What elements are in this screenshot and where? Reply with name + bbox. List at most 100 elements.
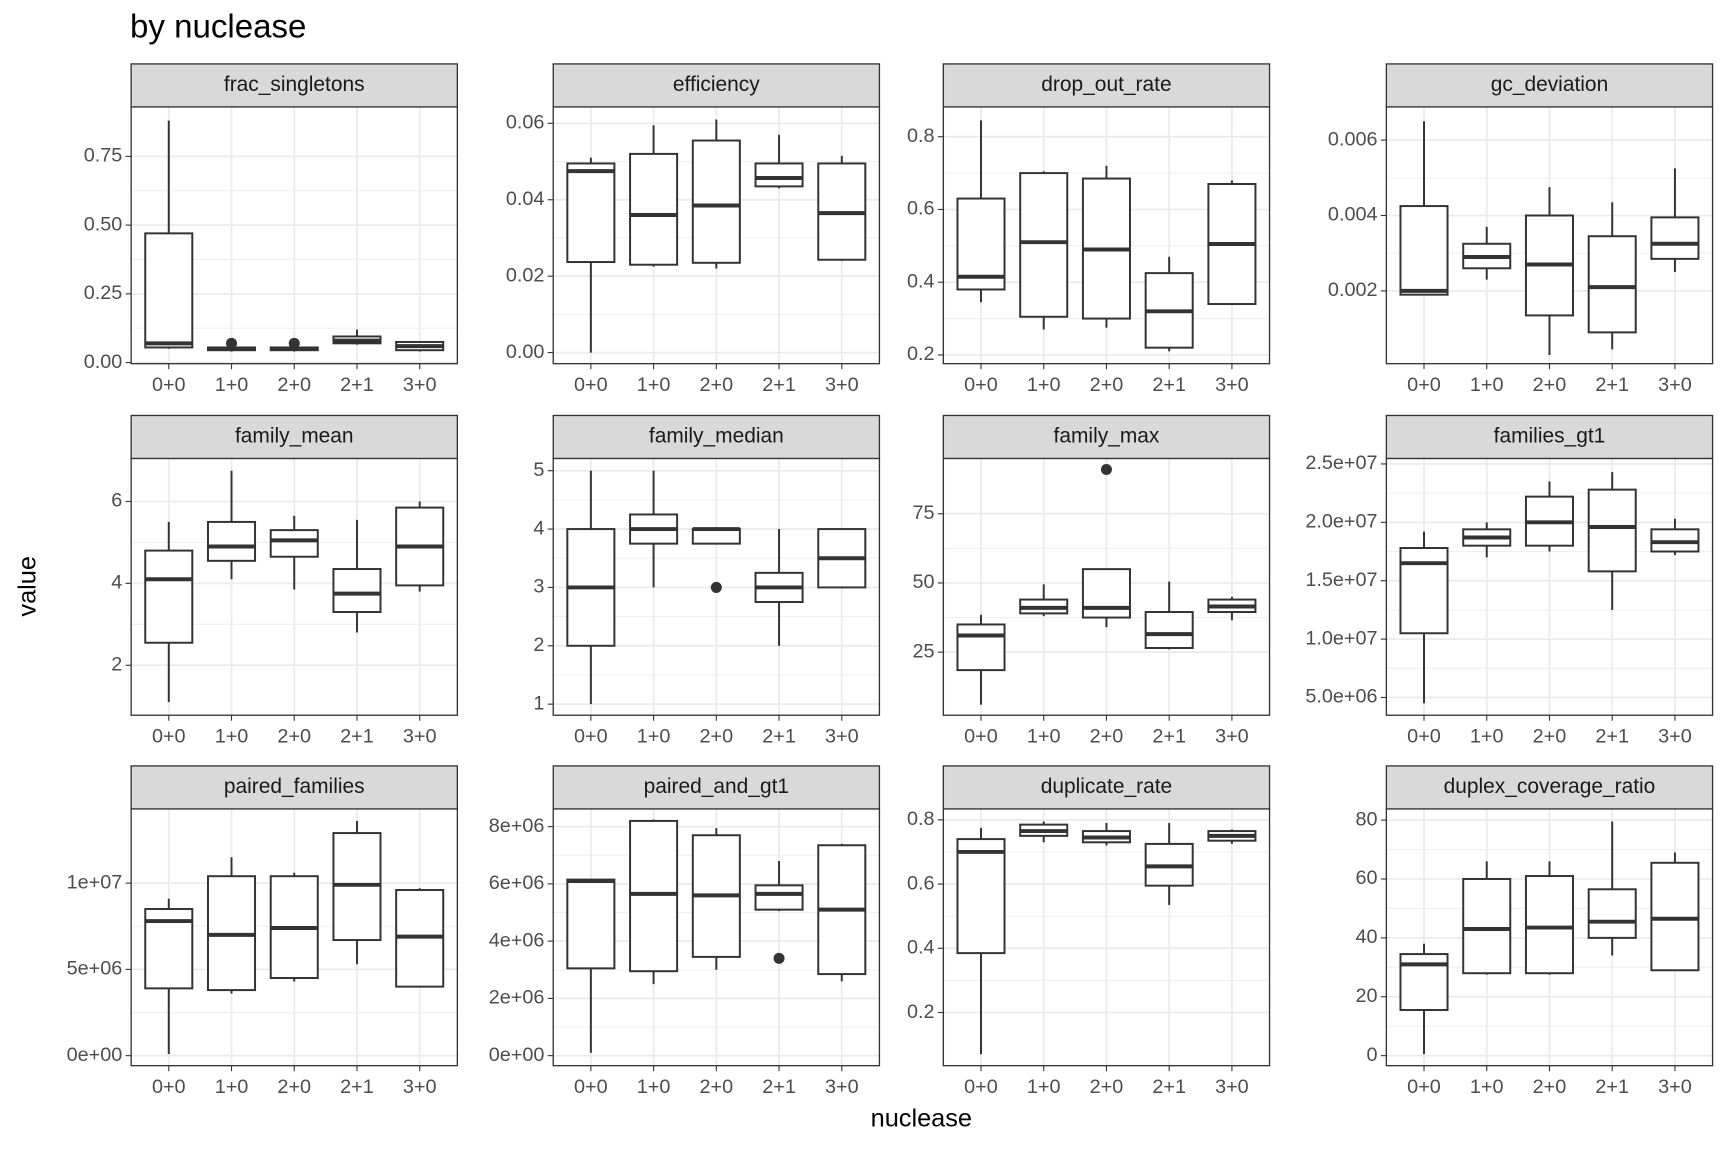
- x-tick-label: 2+1: [1152, 726, 1186, 748]
- box: [144, 232, 194, 349]
- box: [1144, 611, 1194, 649]
- y-tick-label: 60: [1355, 867, 1377, 889]
- outlier: [226, 337, 238, 349]
- x-tick-label: 3+0: [825, 1076, 859, 1098]
- y-tick-label: 0.8: [907, 125, 935, 147]
- y-tick-label: 0.2: [907, 343, 935, 365]
- box: [1587, 235, 1637, 334]
- strip: [130, 63, 459, 108]
- y-tick-label: 0.6: [907, 198, 935, 220]
- strip-label: gc_deviation: [1491, 73, 1608, 96]
- y-tick-label: 0e+00: [489, 1044, 545, 1066]
- x-tick-label: 1+0: [637, 726, 671, 748]
- x-tick-label: 3+0: [403, 374, 437, 396]
- y-tick-label: 1.0e+07: [1305, 627, 1377, 649]
- x-tick-label: 2+1: [1595, 374, 1629, 396]
- x-tick-label: 2+1: [340, 1076, 374, 1098]
- x-tick-label: 3+0: [1215, 1076, 1249, 1098]
- y-tick-label: 0.002: [1328, 279, 1378, 301]
- y-tick-label: 0.6: [907, 872, 935, 894]
- y-tick-label: 0.02: [506, 264, 545, 286]
- x-tick-label: 1+0: [637, 374, 671, 396]
- x-tick-label: 0+0: [1407, 726, 1441, 748]
- strip-label: duplex_coverage_ratio: [1444, 775, 1656, 798]
- x-tick-label: 2+0: [277, 726, 311, 748]
- y-tick-label: 5e+06: [67, 958, 123, 980]
- x-tick-label: 1+0: [1470, 726, 1504, 748]
- x-tick-label: 3+0: [403, 726, 437, 748]
- box: [566, 162, 616, 264]
- x-tick-label: 3+0: [1658, 726, 1692, 748]
- y-tick-label: 4: [533, 517, 544, 539]
- x-tick-label: 1+0: [1470, 1076, 1504, 1098]
- y-tick-label: 1e+07: [67, 871, 123, 893]
- x-tick-label: 2+0: [277, 1076, 311, 1098]
- y-tick-label: 80: [1355, 808, 1377, 830]
- x-tick-label: 1+0: [215, 726, 249, 748]
- strip: [1385, 765, 1714, 810]
- strip-label: paired_and_gt1: [644, 775, 789, 798]
- y-tick-label: 0.75: [84, 145, 123, 167]
- outlier: [773, 952, 785, 964]
- strip-label: families_gt1: [1494, 424, 1606, 447]
- x-tick-label: 0+0: [574, 374, 608, 396]
- x-tick-label: 0+0: [1407, 374, 1441, 396]
- panel: 0e+00 2e+06 4e+06 6e+06 8e+06 0+0 1+0 2+0 2+1 3+0…: [489, 765, 881, 1098]
- strip: [1385, 414, 1714, 460]
- y-tick-label: 6: [111, 490, 122, 512]
- x-tick-label: 2+0: [1090, 726, 1124, 748]
- y-tick-label: 0.2: [907, 1001, 935, 1023]
- x-tick-label: 0+0: [152, 374, 186, 396]
- box: [206, 520, 257, 562]
- strip-label: drop_out_rate: [1041, 73, 1171, 96]
- box: [629, 819, 679, 973]
- strip: [130, 765, 459, 810]
- x-tick-label: 1+0: [637, 1076, 671, 1098]
- y-tick-label: 0.00: [84, 351, 123, 373]
- box: [1462, 877, 1512, 975]
- y-tick-label: 3: [533, 576, 544, 598]
- x-tick-label: 0+0: [574, 1076, 608, 1098]
- panel: 1 2 3 4 5 0+0 1+0 2+0 2+1 3+0 family_median: [533, 414, 881, 748]
- strip: [552, 63, 881, 108]
- box: [566, 878, 616, 970]
- box: [332, 568, 382, 614]
- x-tick-label: 0+0: [1407, 1076, 1441, 1098]
- outlier: [710, 581, 722, 593]
- x-tick-label: 1+0: [1027, 726, 1061, 748]
- y-tick-label: 0.8: [907, 808, 935, 830]
- x-tick-label: 2+1: [1595, 1076, 1629, 1098]
- panel: 0.00 0.25 0.50 0.75 0+0 1+0 2+0 2+1 3+0 frac_sing…: [84, 63, 459, 396]
- outlier: [288, 337, 300, 349]
- x-tick-label: 2+1: [762, 1076, 796, 1098]
- strip: [942, 414, 1271, 460]
- y-tick-label: 20: [1355, 985, 1377, 1007]
- box: [956, 623, 1006, 672]
- y-tick-label: 0.06: [506, 112, 545, 134]
- panel: 0 20 40 60 80 0+0 1+0 2+0 2+1 3+0 duplex_coverage_…: [1355, 765, 1714, 1098]
- panel: 25 50 75 0+0 1+0 2+0 2+1 3+0 family_max: [912, 414, 1271, 748]
- y-tick-label: 2.5e+07: [1305, 452, 1377, 474]
- y-tick-label: 0.50: [84, 213, 123, 235]
- x-tick-label: 1+0: [1027, 374, 1061, 396]
- panel: 0.002 0.004 0.006 0+0 1+0 2+0 2+1 3+0 gc_deviati…: [1328, 63, 1714, 396]
- y-tick-label: 8e+06: [489, 815, 545, 837]
- x-tick-label: 3+0: [825, 374, 859, 396]
- strip-label: duplicate_rate: [1041, 775, 1172, 798]
- y-tick-label: 1.5e+07: [1305, 569, 1377, 591]
- box: [1587, 488, 1637, 573]
- y-tick-label: 0: [1367, 1044, 1378, 1066]
- y-tick-label: 2e+06: [489, 987, 545, 1009]
- strip-label: family_mean: [235, 424, 354, 447]
- x-tick-label: 2+0: [700, 726, 734, 748]
- box: [1399, 547, 1449, 635]
- box: [956, 197, 1006, 291]
- y-tick-label: 0.004: [1328, 204, 1378, 226]
- strip-label: paired_families: [224, 775, 365, 798]
- chart-title: by nuclease: [130, 8, 306, 45]
- x-tick-label: 3+0: [1215, 726, 1249, 748]
- x-tick-label: 2+1: [1152, 374, 1186, 396]
- y-tick-label: 6e+06: [489, 872, 545, 894]
- x-tick-label: 2+1: [762, 374, 796, 396]
